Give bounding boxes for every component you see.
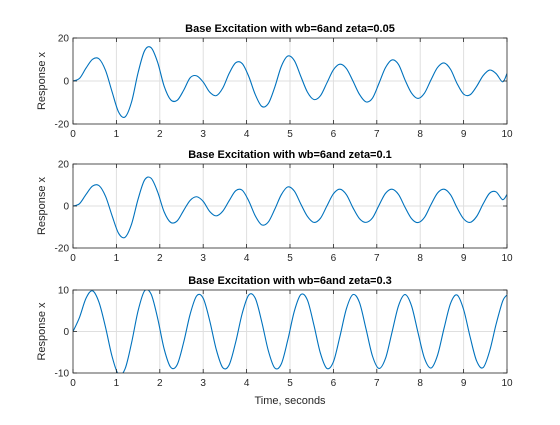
x-tick-label: 3	[200, 253, 206, 264]
y-tick-label: -20	[55, 244, 70, 255]
x-tick-label: 9	[461, 129, 467, 140]
x-tick-label: 6	[331, 129, 337, 140]
x-tick-label: 7	[374, 129, 380, 140]
x-tick-label: 10	[501, 129, 513, 140]
x-tick-label: 3	[200, 378, 206, 389]
x-tick-label: 10	[501, 253, 513, 264]
series-line-1	[73, 46, 507, 118]
x-tick-label: 5	[287, 253, 293, 264]
y-axis-label: Response x	[36, 302, 48, 361]
y-tick-label: 10	[58, 286, 70, 297]
x-tick-label: 4	[244, 378, 250, 389]
x-tick-label: 8	[417, 378, 423, 389]
subplot-title: Base Excitation with wb=6and zeta=0.3	[188, 275, 392, 287]
x-tick-label: 4	[244, 129, 250, 140]
x-tick-label: 1	[114, 129, 120, 140]
x-tick-label: 5	[287, 378, 293, 389]
x-tick-label: 7	[374, 253, 380, 264]
x-tick-label: 8	[417, 253, 423, 264]
x-tick-label: 9	[461, 378, 467, 389]
x-tick-label: 10	[501, 378, 513, 389]
y-tick-label: 0	[63, 327, 69, 338]
x-tick-label: 2	[157, 129, 163, 140]
y-axis-label: Response x	[36, 176, 48, 235]
y-tick-label: -20	[55, 120, 70, 131]
subplot-title: Base Excitation with wb=6and zeta=0.05	[185, 23, 395, 35]
x-tick-label: 5	[287, 129, 293, 140]
x-tick-label: 9	[461, 253, 467, 264]
x-tick-label: 2	[157, 378, 163, 389]
x-tick-label: 1	[114, 378, 120, 389]
x-tick-label: 0	[70, 129, 76, 140]
y-tick-label: 20	[58, 34, 70, 45]
x-tick-label: 8	[417, 129, 423, 140]
y-axis-label: Response x	[36, 51, 48, 110]
x-tick-label: 3	[200, 129, 206, 140]
subplot-title: Base Excitation with wb=6and zeta=0.1	[188, 149, 392, 161]
x-tick-label: 4	[244, 253, 250, 264]
y-tick-label: 0	[63, 202, 69, 213]
x-tick-label: 1	[114, 253, 120, 264]
x-tick-label: 0	[70, 378, 76, 389]
x-tick-label: 6	[331, 378, 337, 389]
x-tick-label: 7	[374, 378, 380, 389]
x-tick-label: 0	[70, 253, 76, 264]
x-tick-label: 6	[331, 253, 337, 264]
y-tick-label: -10	[55, 369, 70, 380]
x-axis-label: Time, seconds	[254, 395, 326, 407]
y-tick-label: 20	[58, 160, 70, 171]
x-tick-label: 2	[157, 253, 163, 264]
y-tick-label: 0	[63, 77, 69, 88]
series-line-1	[73, 176, 507, 239]
